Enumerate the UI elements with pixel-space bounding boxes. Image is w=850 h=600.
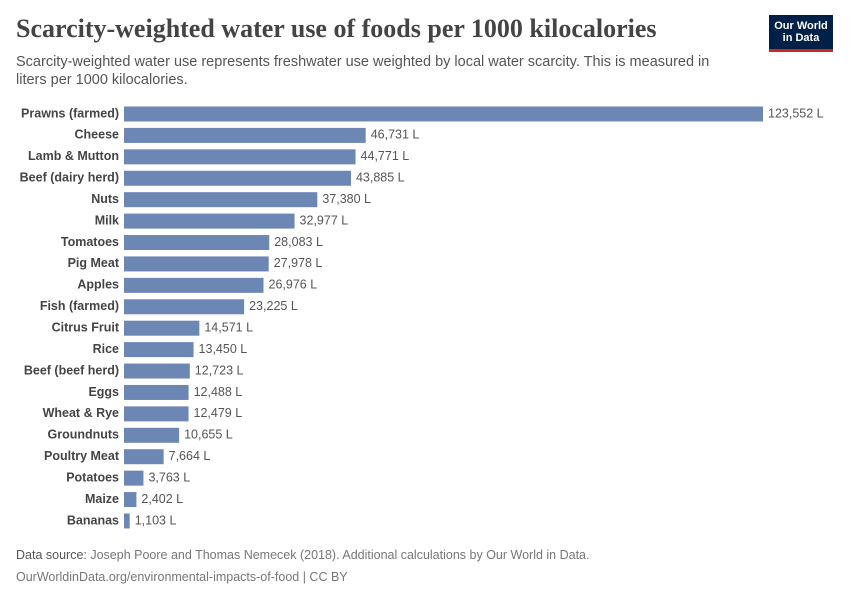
value-label: 12,723 L	[195, 363, 244, 377]
category-label: Fish (farmed)	[40, 299, 119, 313]
source: Data source: Joseph Poore and Thomas Nem…	[16, 548, 589, 562]
logo-line: in Data	[782, 32, 820, 44]
value-label: 7,664 L	[169, 449, 211, 463]
value-label: 1,103 L	[135, 513, 177, 527]
value-label: 46,731 L	[371, 128, 420, 142]
value-label: 2,402 L	[141, 492, 183, 506]
category-label: Poultry Meat	[44, 449, 120, 463]
bar	[124, 299, 245, 315]
source-label: Data source:	[16, 548, 87, 562]
value-label: 44,771 L	[361, 149, 410, 163]
value-label: 26,976 L	[269, 278, 318, 292]
category-label: Potatoes	[66, 470, 119, 484]
bar	[124, 449, 164, 465]
value-label: 12,479 L	[194, 406, 243, 420]
category-label: Groundnuts	[47, 428, 119, 442]
value-label: 3,763 L	[148, 470, 190, 484]
bar	[124, 384, 189, 400]
category-label: Beef (dairy herd)	[20, 171, 119, 185]
bar	[124, 342, 194, 358]
subtitle: Scarcity-weighted water use represents f…	[16, 54, 710, 88]
bar	[124, 256, 269, 272]
bar	[124, 149, 356, 165]
bar	[124, 235, 270, 251]
bar	[124, 363, 190, 379]
category-label: Citrus Fruit	[52, 320, 120, 334]
category-label: Bananas	[67, 513, 119, 527]
value-label: 12,488 L	[194, 385, 243, 399]
bar	[124, 192, 318, 208]
category-label: Cheese	[75, 128, 120, 142]
value-label: 13,450 L	[199, 342, 248, 356]
bar	[124, 406, 189, 422]
bar	[124, 427, 180, 443]
bar	[124, 213, 295, 229]
value-label: 14,571 L	[204, 320, 253, 334]
category-label: Prawns (farmed)	[21, 106, 119, 120]
category-label: Nuts	[91, 192, 119, 206]
value-label: 32,977 L	[300, 213, 349, 227]
logo[interactable]: Our World in Data	[769, 15, 833, 52]
source-text: Joseph Poore and Thomas Nemecek (2018). …	[90, 548, 590, 562]
value-label: 43,885 L	[356, 171, 405, 185]
value-label: 123,552 L	[768, 106, 824, 120]
bar	[124, 513, 130, 529]
category-label: Milk	[95, 213, 119, 227]
value-label: 28,083 L	[274, 235, 323, 249]
title: Scarcity-weighted water use of foods per…	[16, 14, 657, 43]
value-label: 10,655 L	[184, 428, 233, 442]
category-label: Rice	[93, 342, 119, 356]
category-label: Lamb & Mutton	[28, 149, 119, 163]
value-label: 27,978 L	[274, 256, 323, 270]
value-label: 37,380 L	[322, 192, 371, 206]
logo-line: Our World	[774, 20, 828, 32]
bar	[124, 470, 144, 486]
category-label: Tomatoes	[61, 235, 119, 249]
bar	[124, 170, 351, 186]
category-label: Wheat & Rye	[43, 406, 119, 420]
bar	[124, 320, 200, 336]
bar	[124, 127, 366, 143]
category-label: Apples	[77, 278, 119, 292]
category-label: Beef (beef herd)	[24, 363, 119, 377]
category-label: Eggs	[88, 385, 119, 399]
bar	[124, 492, 137, 508]
bar	[124, 277, 264, 293]
footer[interactable]: OurWorldinData.org/environmental-impacts…	[16, 570, 348, 584]
bar	[124, 106, 763, 122]
category-label: Maize	[85, 492, 119, 506]
category-label: Pig Meat	[68, 256, 120, 270]
value-label: 23,225 L	[249, 299, 298, 313]
